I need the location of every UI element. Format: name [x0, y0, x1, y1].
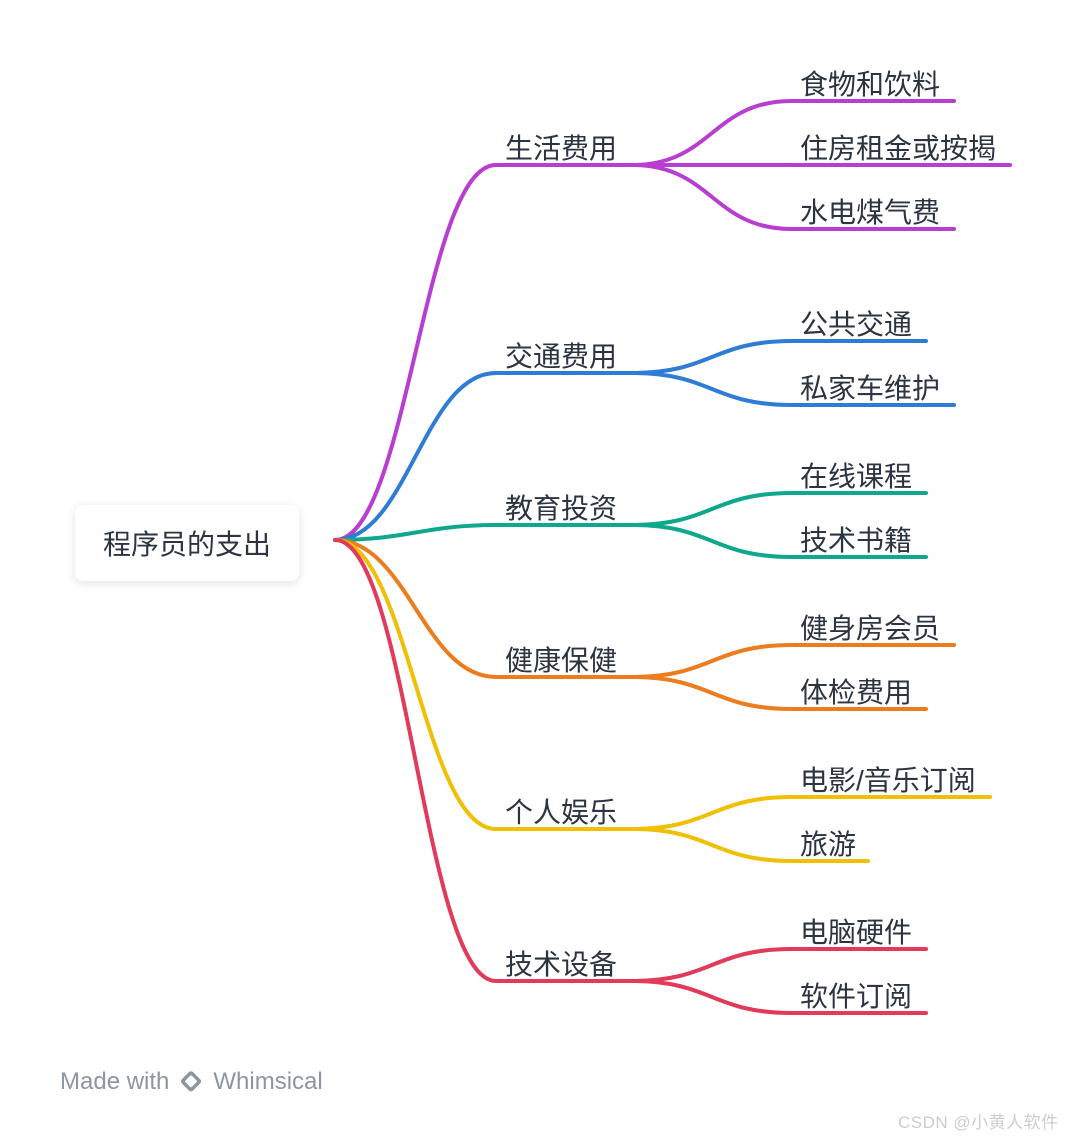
leaf-label: 水电煤气费 [800, 191, 940, 231]
leaf-underline [792, 163, 1012, 167]
leaf-underline [792, 99, 956, 103]
leaf-underline [792, 643, 956, 647]
watermark-text: CSDN @小黄人软件 [898, 1113, 1059, 1132]
leaf-label: 公共交通 [800, 303, 912, 343]
leaf-underline [792, 795, 992, 799]
branch-label: 交通费用 [505, 335, 617, 375]
branch-underline [496, 163, 632, 167]
whimsical-logo-icon [177, 1068, 205, 1096]
leaf-label: 技术书籍 [800, 519, 912, 559]
leaf-label: 体检费用 [800, 671, 912, 711]
branch-label: 技术设备 [505, 943, 617, 983]
brand-text: Whimsical [213, 1068, 322, 1096]
branch-underline [496, 523, 632, 527]
leaf-underline [792, 947, 928, 951]
made-with-footer: Made with Whimsical [60, 1068, 323, 1096]
branch-underline [496, 675, 632, 679]
branch-underline [496, 827, 632, 831]
branch-label: 教育投资 [505, 487, 617, 527]
leaf-label: 旅游 [800, 823, 856, 863]
branch-underline [496, 371, 632, 375]
leaf-label: 食物和饮料 [800, 63, 940, 103]
branch-underline [496, 979, 632, 983]
leaf-label: 电脑硬件 [800, 911, 912, 951]
leaf-label: 健身房会员 [800, 607, 940, 647]
made-with-text: Made with [60, 1068, 169, 1096]
leaf-underline [792, 403, 956, 407]
mindmap-canvas: 程序员的支出 生活费用 食物和饮料住房租金或按揭水电煤气费交通费用 公共交通私家车维… [0, 0, 1079, 1137]
leaf-underline [792, 1011, 928, 1015]
leaf-underline [792, 227, 956, 231]
leaf-underline [792, 707, 928, 711]
branch-label: 健康保健 [505, 639, 617, 679]
leaf-label: 软件订阅 [800, 975, 912, 1015]
leaf-label: 私家车维护 [800, 367, 940, 407]
csdn-watermark: CSDN @小黄人软件 [898, 1108, 1059, 1133]
root-label: 程序员的支出 [103, 529, 271, 560]
leaf-underline [792, 491, 928, 495]
branch-label: 生活费用 [505, 127, 617, 167]
leaf-underline [792, 859, 870, 863]
branch-label: 个人娱乐 [505, 791, 617, 831]
leaf-label: 住房租金或按揭 [800, 127, 996, 167]
leaf-label: 在线课程 [800, 455, 912, 495]
root-node: 程序员的支出 [75, 505, 299, 581]
leaf-label: 电影/音乐订阅 [800, 759, 976, 799]
leaf-underline [792, 339, 928, 343]
leaf-underline [792, 555, 928, 559]
